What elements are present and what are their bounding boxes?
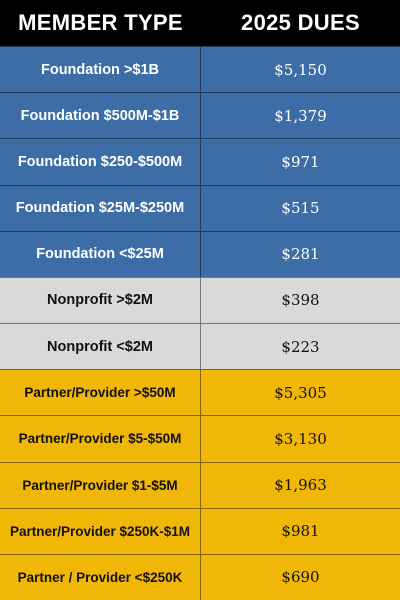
- member-type-cell: Foundation >$1B: [0, 47, 201, 93]
- dues-cell: $3,130: [274, 429, 327, 448]
- member-type-cell: Partner/Provider >$50M: [0, 370, 201, 416]
- member-type-cell: Partner/Provider $5-$50M: [0, 416, 201, 462]
- table-row: Partner/Provider $250K-$1M $981: [0, 507, 400, 554]
- table-row: Nonprofit >$2M $398: [0, 276, 400, 324]
- table-row: Partner/Provider $5-$50M $3,130: [0, 415, 400, 462]
- member-type-cell: Nonprofit >$2M: [0, 277, 201, 324]
- member-type-cell: Foundation $500M-$1B: [0, 93, 201, 139]
- dues-cell: $5,150: [274, 60, 327, 79]
- dues-cell: $690: [281, 568, 320, 587]
- dues-header: 2025 DUES: [241, 10, 360, 35]
- dues-cell: $281: [281, 245, 320, 264]
- member-type-cell: Partner/Provider $250K-$1M: [0, 508, 201, 554]
- dues-cell: $971: [281, 152, 320, 171]
- member-type-cell: Foundation <$25M: [0, 231, 201, 277]
- dues-cell: $1,963: [274, 476, 327, 495]
- table-row: Foundation <$25M $281: [0, 230, 400, 277]
- table-header: MEMBER TYPE 2025 DUES: [0, 0, 400, 46]
- member-type-cell: Partner / Provider <$250K: [0, 554, 201, 600]
- member-type-header: MEMBER TYPE: [18, 10, 183, 35]
- member-type-cell: Nonprofit <$2M: [0, 324, 201, 370]
- dues-cell: $981: [281, 522, 320, 541]
- dues-cell: $223: [281, 337, 320, 356]
- member-type-cell: Foundation $25M-$250M: [0, 185, 201, 231]
- table-row: Foundation $25M-$250M $515: [0, 184, 400, 231]
- dues-cell: $515: [281, 199, 320, 218]
- dues-cell: $1,379: [274, 106, 327, 125]
- table-row: Partner / Provider <$250K $690: [0, 553, 400, 600]
- table-row: Foundation $250-$500M $971: [0, 138, 400, 185]
- member-type-cell: Foundation $250-$500M: [0, 139, 201, 185]
- table-row: Foundation >$1B $5,150: [0, 46, 400, 93]
- table-row: Foundation $500M-$1B $1,379: [0, 92, 400, 139]
- dues-cell: $5,305: [274, 383, 327, 402]
- table-row: Nonprofit <$2M $223: [0, 323, 400, 370]
- member-type-cell: Partner/Provider $1-$5M: [0, 462, 201, 508]
- table-row: Partner/Provider $1-$5M $1,963: [0, 461, 400, 508]
- table-row: Partner/Provider >$50M $5,305: [0, 369, 400, 416]
- dues-cell: $398: [281, 291, 320, 310]
